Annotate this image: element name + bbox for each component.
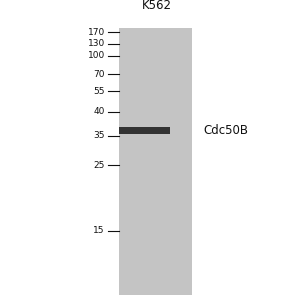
Bar — [119, 127, 170, 134]
Text: 40: 40 — [93, 107, 105, 116]
Text: 35: 35 — [93, 131, 105, 140]
Text: K562: K562 — [142, 0, 172, 12]
Bar — [119, 28, 192, 295]
Text: 55: 55 — [93, 87, 105, 96]
Text: 100: 100 — [87, 51, 105, 60]
Text: 170: 170 — [87, 28, 105, 37]
Text: 15: 15 — [93, 226, 105, 235]
Text: 70: 70 — [93, 70, 105, 79]
Text: Cdc50B: Cdc50B — [204, 124, 249, 137]
Text: 25: 25 — [93, 161, 105, 170]
Text: 130: 130 — [87, 39, 105, 48]
